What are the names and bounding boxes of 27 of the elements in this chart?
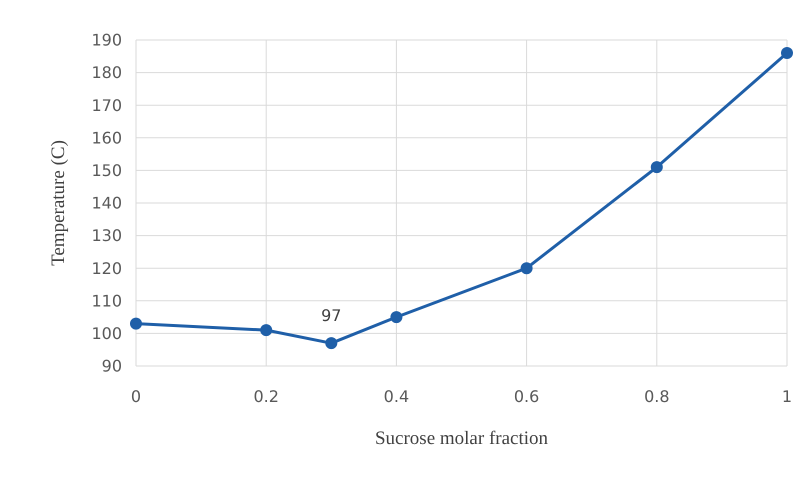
point [650, 161, 663, 174]
x-tick-label: 0.4 [384, 387, 410, 406]
y-tick-label: 100 [91, 324, 122, 343]
point [781, 47, 793, 60]
y-tick-label: 170 [91, 96, 122, 115]
x-tick-label: 1 [782, 387, 792, 406]
y-tick-label: 120 [91, 258, 122, 278]
point [130, 318, 142, 330]
annotation: 97 [321, 306, 342, 326]
y-tick-label: 180 [91, 63, 122, 82]
y-tick-label: 190 [91, 30, 122, 50]
point [520, 262, 533, 274]
y-axis-title: Temperature (C) [48, 140, 69, 266]
point [325, 337, 338, 350]
y-tick-label: 90 [102, 356, 122, 376]
point [390, 311, 402, 324]
y-tick-label: 150 [91, 161, 122, 180]
point [260, 324, 272, 336]
y-tick-label: 160 [91, 128, 122, 148]
x-tick-label: 0 [130, 387, 142, 406]
x-tick-label: 0.2 [253, 387, 279, 406]
x-tick-label: 0.8 [644, 387, 670, 406]
x-axis-title: Sucrose molar fraction [374, 428, 549, 449]
x-tick-label: 0.6 [514, 387, 540, 406]
y-tick-label: 130 [91, 226, 122, 246]
y-tick-label: 110 [91, 291, 122, 310]
y-tick-label: 140 [91, 194, 122, 213]
